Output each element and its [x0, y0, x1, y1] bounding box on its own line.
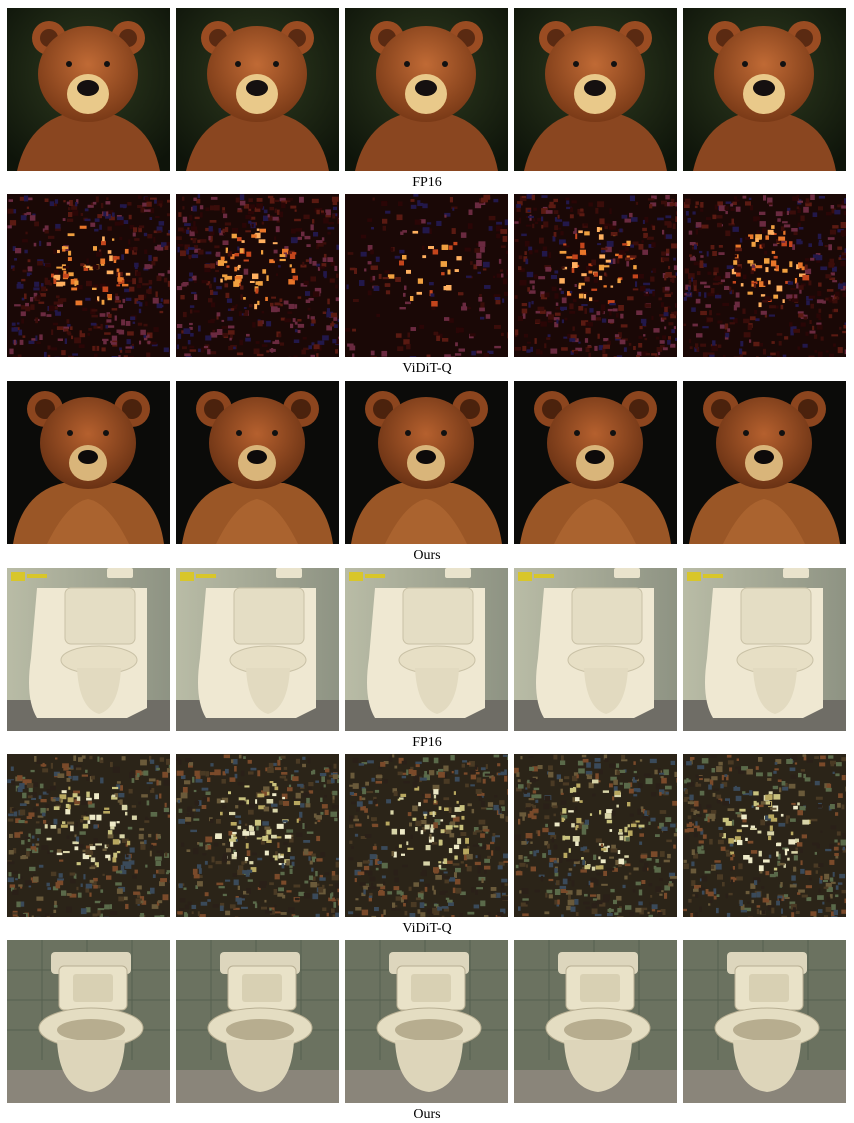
frame-toilet-fp16-1: [7, 568, 170, 731]
frame-toilet-viditq-2: [176, 754, 339, 917]
frame-toilet-ours-5: [683, 940, 846, 1103]
frame-bear-ours-1: [7, 381, 170, 544]
frame-bear-viditq-5: [683, 194, 846, 357]
frame-bear-ours-2: [176, 381, 339, 544]
frame-toilet-ours-2: [176, 940, 339, 1103]
row-bear-ours: [7, 381, 847, 544]
caption-ours: Ours: [0, 548, 854, 564]
frame-bear-ours-4: [514, 381, 677, 544]
caption-fp16: FP16: [0, 735, 854, 751]
frame-bear-viditq-2: [176, 194, 339, 357]
frame-toilet-ours-3: [345, 940, 508, 1103]
frame-bear-viditq-4: [514, 194, 677, 357]
frame-bear-fp16-5: [683, 8, 846, 171]
frame-toilet-viditq-1: [7, 754, 170, 917]
frame-bear-fp16-2: [176, 8, 339, 171]
frame-toilet-fp16-4: [514, 568, 677, 731]
frame-bear-fp16-4: [514, 8, 677, 171]
frame-bear-fp16-3: [345, 8, 508, 171]
caption-ours: Ours: [0, 1107, 854, 1123]
frame-bear-ours-5: [683, 381, 846, 544]
frame-toilet-fp16-5: [683, 568, 846, 731]
row-bear-viditq: [7, 194, 847, 357]
caption-viditq: ViDiT-Q: [0, 921, 854, 937]
frame-toilet-viditq-3: [345, 754, 508, 917]
frame-toilet-ours-4: [514, 940, 677, 1103]
caption-fp16: FP16: [0, 175, 854, 191]
frame-bear-viditq-3: [345, 194, 508, 357]
frame-toilet-fp16-2: [176, 568, 339, 731]
frame-bear-ours-3: [345, 381, 508, 544]
frame-toilet-ours-1: [7, 940, 170, 1103]
frame-toilet-viditq-4: [514, 754, 677, 917]
row-toilet-ours: [7, 940, 847, 1103]
row-bear-fp16: [7, 8, 847, 171]
caption-viditq: ViDiT-Q: [0, 361, 854, 377]
row-toilet-viditq: [7, 754, 847, 917]
frame-toilet-viditq-5: [683, 754, 846, 917]
row-toilet-fp16: [7, 568, 847, 731]
frame-bear-viditq-1: [7, 194, 170, 357]
frame-bear-fp16-1: [7, 8, 170, 171]
frame-toilet-fp16-3: [345, 568, 508, 731]
